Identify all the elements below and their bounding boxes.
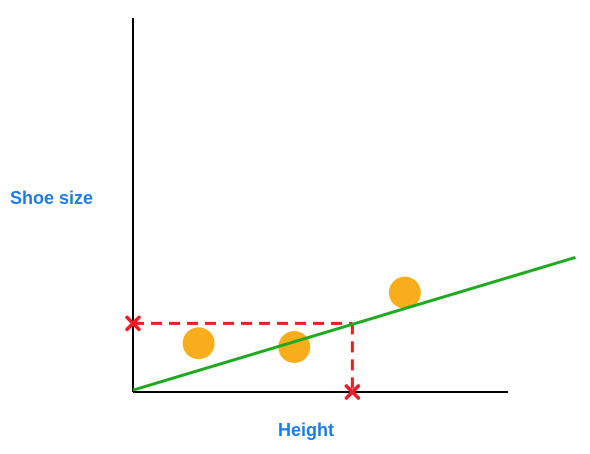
- x-axis-cross-marker: [344, 384, 361, 400]
- y-axis-label: Shoe size: [10, 188, 94, 208]
- data-point-1: [182, 327, 215, 360]
- x-axis-label: Height: [278, 420, 334, 440]
- regression-line: [132, 255, 576, 392]
- data-point-2: [278, 331, 311, 363]
- data-point-3: [388, 276, 421, 309]
- y-axis-cross-marker: [125, 315, 141, 332]
